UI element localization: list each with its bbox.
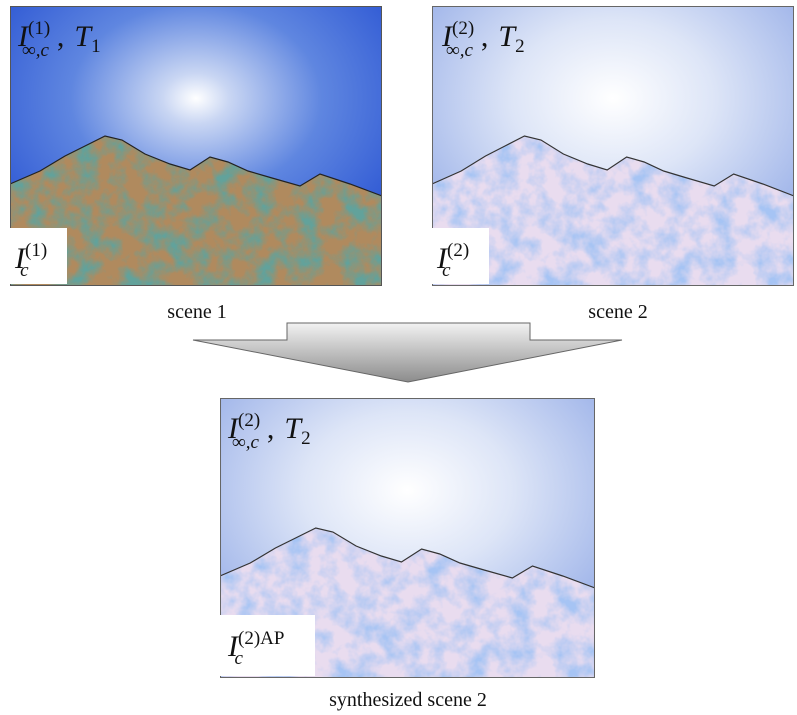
label-part: (1) [25,240,47,261]
label-part: , [267,412,275,445]
label-part: c [20,260,29,281]
label-part: (1) [28,18,50,39]
label-part: (2) [447,240,469,261]
diagram: I(1)∞,c,T1 I(2)∞,c,T2 I(2)∞,c,T2 I(1)c I… [0,0,797,715]
label-part: 2 [301,428,311,449]
arrow [193,323,622,382]
label-part: ∞,c [22,40,49,61]
caption: synthesized scene 2 [329,689,487,711]
caption: scene 1 [167,301,226,323]
label-part: (2) [238,410,260,431]
label-part: c [442,260,451,281]
label-part: 1 [91,36,101,57]
label-part: 2 [515,36,525,57]
label-part: , [57,20,65,53]
label-part: (2) [452,18,474,39]
label-part: , [481,20,489,53]
label-part: (2)AP [238,628,284,649]
label-part: ∞,c [232,432,259,453]
label-part: ∞,c [446,40,473,61]
caption: scene 2 [588,301,647,323]
label-part: c [234,648,243,669]
